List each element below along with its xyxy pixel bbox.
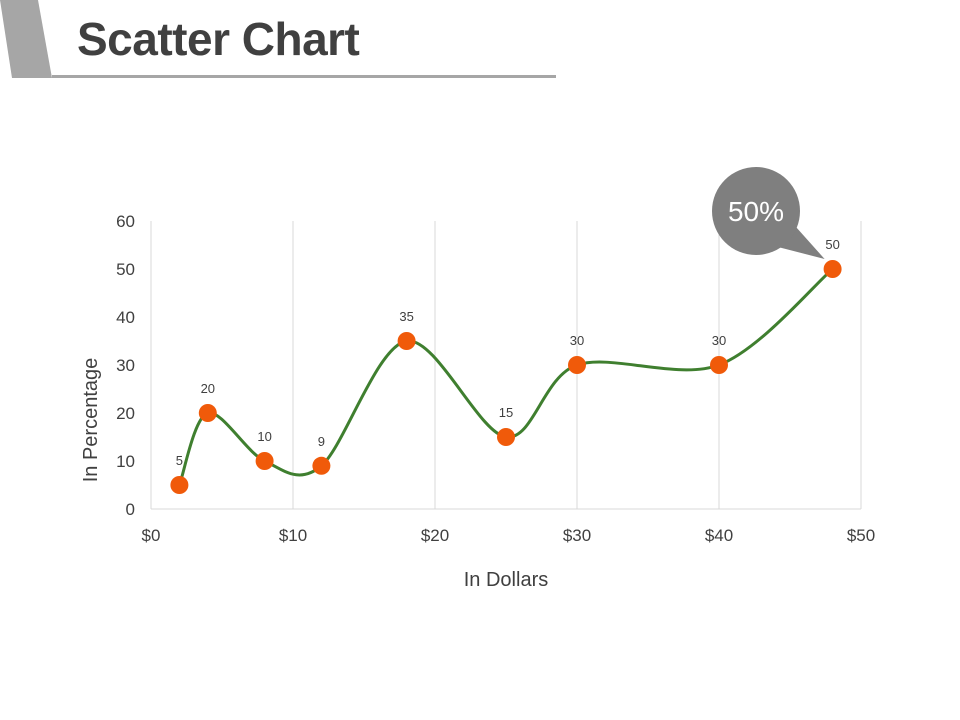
series-line-layer — [177, 267, 834, 486]
y-tick-label: 40 — [116, 308, 135, 327]
y-tick-label: 30 — [116, 356, 135, 375]
x-tick-label: $0 — [142, 526, 161, 545]
data-point — [312, 456, 331, 475]
data-label: 20 — [201, 381, 215, 396]
x-tick-label: $40 — [705, 526, 733, 545]
data-labels: 5 20 10 9 35 15 30 30 50 — [176, 237, 840, 468]
data-point — [170, 476, 189, 494]
data-label: 30 — [712, 333, 726, 348]
x-tick-label: $10 — [279, 526, 307, 545]
data-point — [497, 428, 515, 446]
y-tick-label: 10 — [116, 452, 135, 471]
title-accent-tab — [0, 0, 52, 78]
data-point — [823, 260, 842, 278]
y-tick-label: 0 — [126, 500, 135, 519]
data-label: 35 — [399, 309, 413, 324]
data-label: 15 — [499, 405, 513, 420]
data-label: 9 — [318, 434, 325, 449]
x-tick-label: $30 — [563, 526, 591, 545]
page-title: Scatter Chart — [77, 13, 360, 65]
data-point — [710, 356, 728, 374]
data-point — [397, 332, 416, 350]
y-axis-title: In Percentage — [80, 358, 102, 483]
y-tick-label: 60 — [116, 212, 135, 231]
x-tick-label: $20 — [421, 526, 449, 545]
data-label: 10 — [257, 429, 271, 444]
y-tick-label: 50 — [116, 260, 135, 279]
callout-bubble — [712, 167, 800, 255]
data-point — [568, 356, 586, 374]
data-label: 50 — [825, 237, 839, 252]
x-tick-label: $50 — [847, 526, 875, 545]
callout: 50% — [712, 167, 825, 259]
series-line — [177, 267, 834, 486]
axes: $0 $10 $20 $30 $40 $50 0 10 20 30 40 50 60 — [116, 212, 875, 545]
data-point — [198, 404, 217, 422]
data-label: 30 — [570, 333, 584, 348]
markers — [170, 260, 842, 494]
title-band: Scatter Chart — [0, 0, 960, 90]
data-point — [255, 452, 274, 470]
data-label: 5 — [176, 453, 183, 468]
y-tick-label: 20 — [116, 404, 135, 423]
title-decoration — [0, 0, 556, 78]
title-underline — [52, 75, 556, 78]
x-axis-title: In Dollars — [464, 569, 548, 591]
callout-text: 50% — [728, 196, 784, 227]
